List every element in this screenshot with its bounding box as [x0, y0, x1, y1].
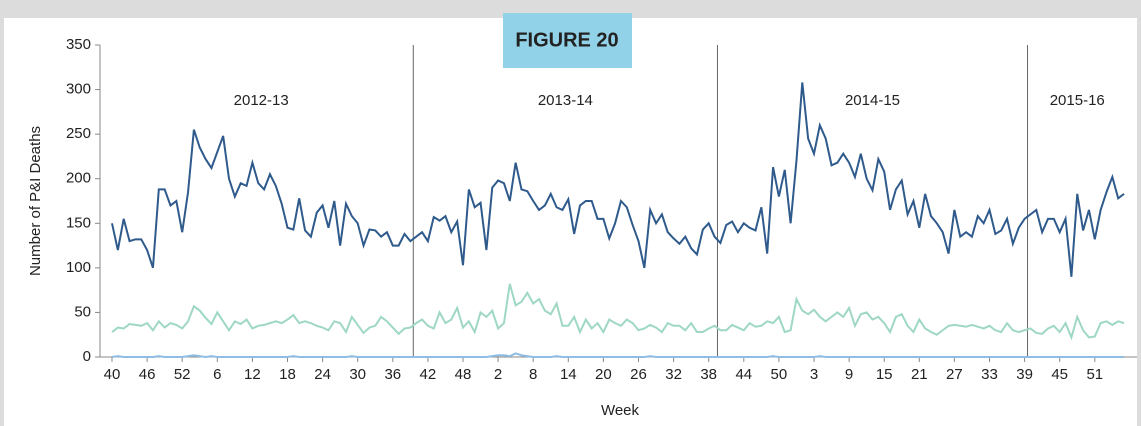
x-axis-label: Week	[601, 402, 640, 419]
x-tick-label: 42	[420, 366, 437, 383]
x-tick-label: 14	[560, 366, 577, 383]
x-tick-label: 2	[494, 366, 502, 383]
y-tick-label: 200	[66, 170, 91, 187]
x-tick-label: 44	[735, 366, 752, 383]
x-tick-label: 36	[384, 366, 401, 383]
chart-background	[4, 18, 1137, 426]
x-tick-label: 9	[845, 366, 853, 383]
season-label: 2013-14	[538, 92, 593, 109]
y-axis-label: Number of P&I Deaths	[27, 126, 44, 276]
y-tick-label: 150	[66, 214, 91, 231]
x-tick-label: 27	[946, 366, 963, 383]
x-tick-label: 51	[1086, 366, 1103, 383]
x-tick-label: 32	[665, 366, 682, 383]
y-tick-label: 300	[66, 81, 91, 98]
y-tick-label: 50	[74, 303, 91, 320]
x-tick-label: 24	[314, 366, 331, 383]
x-tick-label: 30	[349, 366, 366, 383]
x-tick-label: 18	[279, 366, 296, 383]
series-line	[111, 283, 1125, 341]
x-tick-label: 15	[876, 366, 893, 383]
x-tick-label: 21	[911, 366, 928, 383]
series-line	[111, 352, 1125, 359]
y-tick-label: 100	[66, 259, 91, 276]
x-tick-label: 50	[771, 366, 788, 383]
series-line	[111, 82, 1125, 277]
y-tick-label: 350	[66, 36, 91, 53]
x-tick-label: 46	[139, 366, 156, 383]
figure-label-box	[503, 13, 632, 68]
x-tick-label: 48	[455, 366, 472, 383]
x-tick-label: 20	[595, 366, 612, 383]
x-tick-label: 40	[104, 366, 121, 383]
chart-title: FIGURE 20	[515, 29, 618, 51]
x-tick-label: 38	[700, 366, 717, 383]
season-label: 2015-16	[1050, 92, 1105, 109]
x-tick-label: 8	[529, 366, 537, 383]
x-tick-label: 26	[630, 366, 647, 383]
season-label: 2014-15	[845, 92, 900, 109]
y-tick-label: 250	[66, 125, 91, 142]
x-tick-label: 6	[213, 366, 221, 383]
x-tick-label: 45	[1051, 366, 1068, 383]
x-tick-label: 3	[810, 366, 818, 383]
x-tick-label: 52	[174, 366, 191, 383]
x-tick-label: 12	[244, 366, 261, 383]
x-tick-label: 33	[981, 366, 998, 383]
y-tick-label: 0	[83, 348, 91, 365]
x-tick-label: 39	[1016, 366, 1033, 383]
season-label: 2012-13	[234, 92, 289, 109]
